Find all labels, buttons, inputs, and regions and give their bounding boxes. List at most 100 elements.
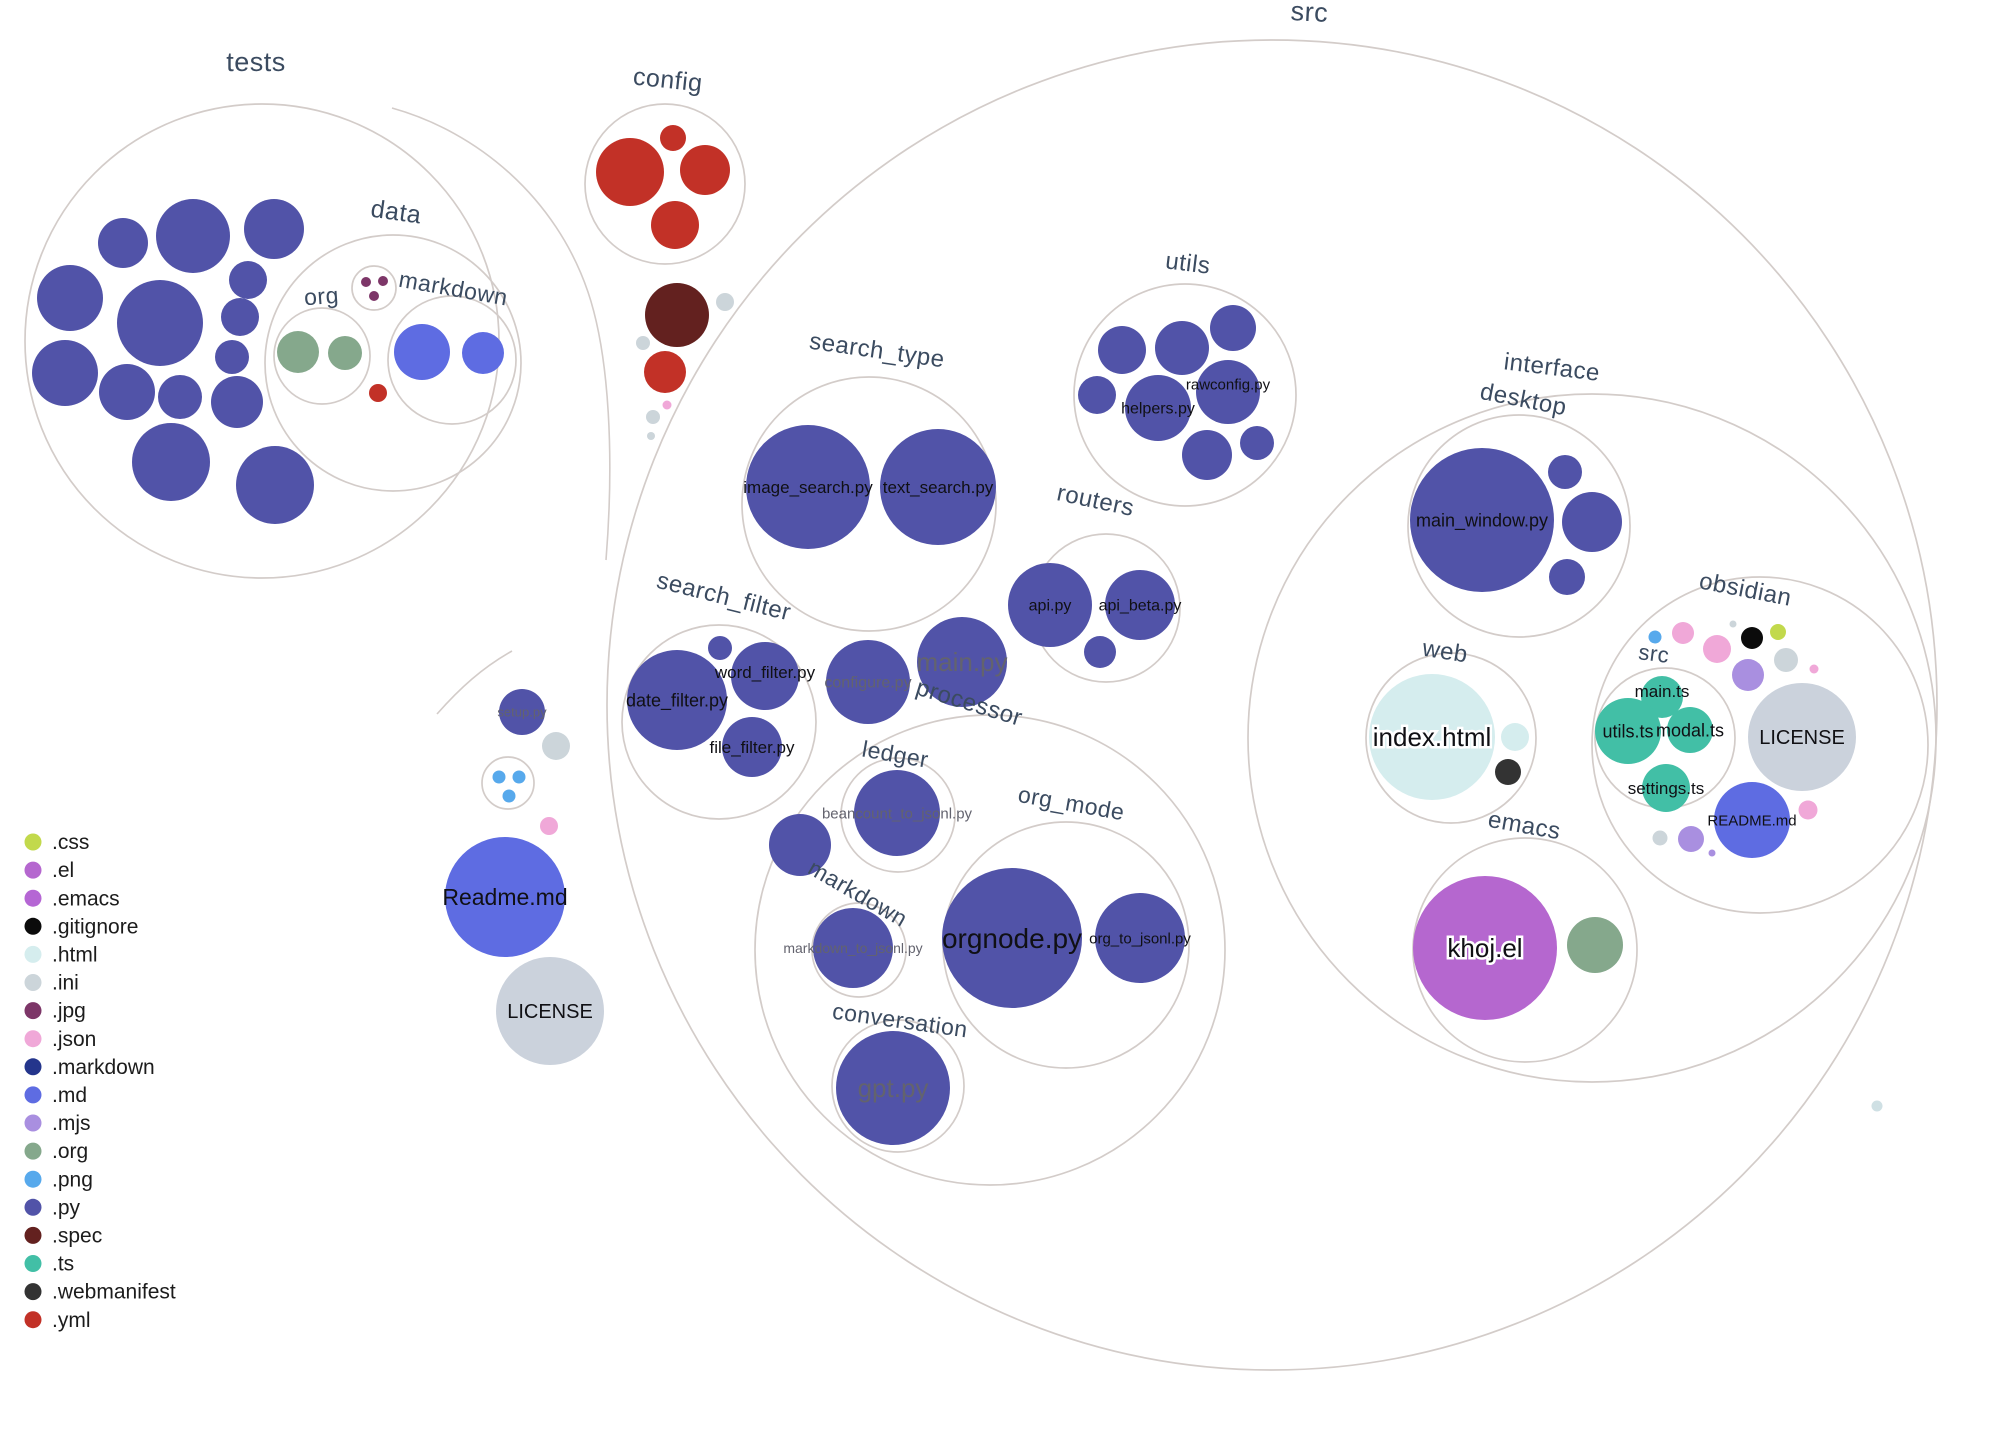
file-label-beancount-to-jsonl-py: beancount_to_jsonl.py xyxy=(822,805,973,822)
file-circle-py xyxy=(1548,455,1582,489)
file-circle-py xyxy=(1098,326,1146,374)
file-circle-api-beta-py xyxy=(1105,570,1175,640)
file-label-rawconfig-py: rawconfig.py xyxy=(1186,376,1271,393)
file-label-main-ts: main.ts xyxy=(1635,682,1690,701)
file-circle-py xyxy=(132,423,210,501)
file-circle-ini xyxy=(636,336,650,350)
file-circle-ini xyxy=(1729,620,1737,628)
file-label-image-search-py: image_search.py xyxy=(743,478,873,497)
file-circle-yml xyxy=(644,351,686,393)
folder-label-src: src xyxy=(1637,639,1671,668)
file-circle-py xyxy=(211,376,263,428)
file-circle-mjs xyxy=(1732,659,1764,691)
file-circle-api-py xyxy=(1008,563,1092,647)
file-circle-date-filter-py xyxy=(627,650,727,750)
legend-label-gitignore: .gitignore xyxy=(52,915,138,938)
file-circle-index-html xyxy=(1369,674,1495,800)
file-label-word-filter-py: word_filter.py xyxy=(714,663,816,682)
folder-label-search-type: search_type xyxy=(808,328,947,374)
file-circle-ini xyxy=(647,432,655,440)
file-circle-jpg xyxy=(361,277,371,287)
folder-label-web: web xyxy=(1420,635,1470,669)
file-circle-css xyxy=(1770,624,1786,640)
file-circle-gpt-py xyxy=(836,1031,950,1145)
file-circle-readme-md xyxy=(1714,782,1790,858)
file-label-utils-ts: utils.ts xyxy=(1602,721,1653,741)
legend-label-webmanifest: .webmanifest xyxy=(52,1281,176,1304)
file-circle-main-window-py xyxy=(1410,448,1554,592)
file-circle-py xyxy=(99,364,155,420)
legend-swatch-org-icon xyxy=(24,1142,42,1160)
file-label-markdown-to-jsonl-py: markdown_to_jsonl.py xyxy=(783,940,922,956)
legend-label-mjs: .mjs xyxy=(52,1112,91,1135)
file-circle-json xyxy=(1798,800,1818,820)
file-label-readme-md: Readme.md xyxy=(442,884,567,910)
file-label-configure-py: configure.py xyxy=(824,675,911,692)
file-circle-settings-ts xyxy=(1642,764,1690,812)
decorative-arc-0 xyxy=(391,107,611,561)
legend-swatch-jpg-icon xyxy=(24,1002,42,1020)
file-circle-png xyxy=(1648,630,1662,644)
file-circle-helpers-py xyxy=(1125,375,1191,441)
file-label-file-filter-py: file_filter.py xyxy=(709,738,795,757)
file-circle-py xyxy=(215,340,249,374)
file-label-orgnode-py: orgnode.py xyxy=(942,923,1082,954)
decorative-arc-1 xyxy=(436,650,513,715)
folder-label-markdown: markdown xyxy=(397,266,510,311)
file-label-date-filter-py: date_filter.py xyxy=(626,690,728,711)
legend-swatch-emacs-icon xyxy=(24,889,42,907)
file-circle-beancount-to-jsonl-py xyxy=(854,770,940,856)
file-circle-py xyxy=(769,814,831,876)
folder-circle-web xyxy=(1365,652,1537,824)
legend-label-md: .md xyxy=(52,1084,87,1107)
file-circle-py xyxy=(708,636,732,660)
file-circle-py xyxy=(1549,559,1585,595)
file-circle-png xyxy=(512,770,526,784)
folder-circle-processor xyxy=(754,714,1226,1186)
folder-circle-conversation xyxy=(831,1019,965,1153)
legend-swatch-png-icon xyxy=(24,1170,42,1188)
legend-swatch-css-icon xyxy=(24,833,42,851)
folder-circle-org xyxy=(273,307,371,405)
folder-label-interface: interface xyxy=(1502,348,1601,387)
legend-swatch-gitignore-icon xyxy=(24,917,42,935)
file-circle-py xyxy=(156,199,230,273)
legend-label-markdown: .markdown xyxy=(52,1056,155,1079)
folder-circle-obsidian xyxy=(1591,576,1929,914)
file-circle-ini xyxy=(1652,830,1668,846)
file-circle-json xyxy=(1809,664,1819,674)
legend-label-ini: .ini xyxy=(52,972,79,995)
file-circle-ini xyxy=(646,410,660,424)
file-label-settings-ts: settings.ts xyxy=(1628,779,1705,798)
folder-label-data: data xyxy=(369,195,423,230)
file-label-gpt-py: gpt.py xyxy=(858,1073,929,1103)
folder-label-src: src xyxy=(1290,0,1329,28)
file-circle-jpg xyxy=(378,276,388,286)
file-circle-license xyxy=(496,957,604,1065)
file-circle-md xyxy=(394,324,450,380)
file-label-license: LICENSE xyxy=(507,1001,593,1023)
file-circle-py xyxy=(117,280,203,366)
file-circle-py xyxy=(158,375,202,419)
legend-label-html: .html xyxy=(52,944,98,967)
folder-circle-ledger xyxy=(840,757,956,873)
file-label-api-beta-py: api_beta.py xyxy=(1099,598,1182,615)
legend-swatch-yml-icon xyxy=(24,1311,42,1329)
folder-circle-search-filter xyxy=(621,624,817,820)
folder-label-ledger: ledger xyxy=(860,736,930,773)
file-circle-khoj-el xyxy=(1413,876,1557,1020)
folder-circle-desktop xyxy=(1407,414,1631,638)
file-circle-license xyxy=(1748,683,1856,791)
legend-label-emacs: .emacs xyxy=(52,887,120,910)
file-circle-yml xyxy=(651,201,699,249)
file-label-modal-ts: modal.ts xyxy=(1656,720,1724,740)
file-circle-utils-ts xyxy=(1595,698,1661,764)
folder-label-config: config xyxy=(632,62,704,97)
folder-label-obsidian: obsidian xyxy=(1697,567,1794,611)
file-circle-org xyxy=(328,336,362,370)
file-circle-file-filter-py xyxy=(722,717,782,777)
file-circle-py xyxy=(98,218,148,268)
file-circle-jpg xyxy=(369,291,379,301)
legend-label-org: .org xyxy=(52,1140,88,1163)
folder-label-org-mode: org_mode xyxy=(1016,781,1126,825)
